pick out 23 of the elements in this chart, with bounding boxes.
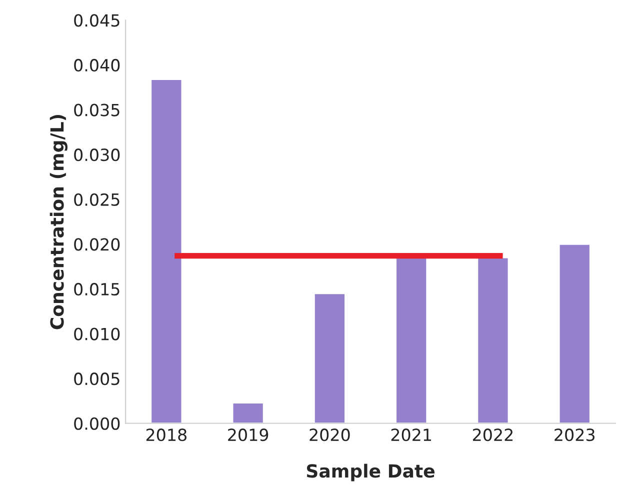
y-tick-label: 0.035 (74, 104, 120, 116)
y-tick-label: 0.000 (74, 417, 120, 430)
y-axis-title: Concentration (mg/L) (50, 114, 68, 330)
y-tick-label: 0.015 (74, 282, 120, 296)
bar (313, 292, 346, 424)
bar (150, 78, 183, 424)
y-tick-label: 0.020 (74, 238, 120, 251)
bar (476, 256, 510, 424)
y-tick-label: 0.010 (74, 328, 120, 340)
bar (558, 243, 591, 424)
x-axis-title: Sample Date (306, 464, 434, 482)
x-tick-label: 2018 (146, 428, 186, 442)
x-tick-label: 2023 (554, 428, 594, 442)
y-tick-label: 0.045 (74, 14, 120, 27)
y-tick-label: 0.005 (74, 372, 120, 386)
x-tick-label: 2022 (472, 428, 513, 442)
bar (232, 402, 264, 424)
y-tick-label: 0.030 (74, 148, 120, 162)
y-tick-label: 0.040 (74, 58, 120, 72)
y-tick-label: 0.025 (74, 193, 120, 206)
x-tick-label: 2020 (310, 428, 350, 442)
x-tick-label: 2019 (228, 428, 268, 442)
x-tick-label: 2021 (391, 428, 432, 442)
